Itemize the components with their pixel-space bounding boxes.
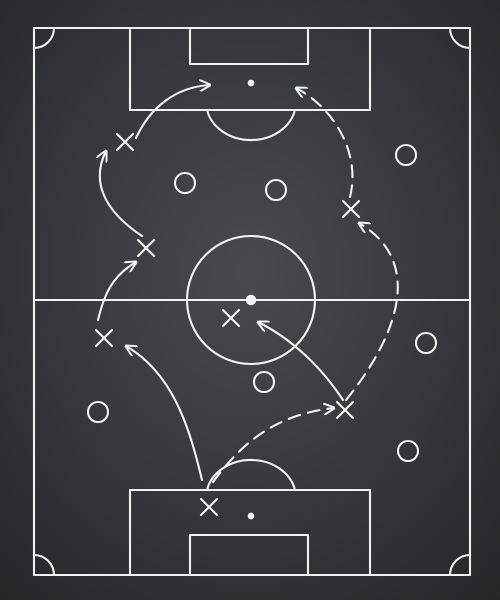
- player-cross-upper-right: [341, 199, 361, 219]
- player-circle-upper-midfield-left: [173, 171, 197, 195]
- player-circle-right-flank: [414, 331, 438, 355]
- corner-arc-bottom-left: [32, 553, 56, 577]
- player-cross-center: [221, 308, 241, 328]
- center-spot: [245, 294, 257, 306]
- run-arrow-wing-upfield: [100, 151, 144, 238]
- player-cross-bottom-box: [199, 497, 219, 517]
- run-arrow-defensive-lane: [126, 346, 204, 482]
- top-goal-area: [188, 26, 310, 66]
- run-arrow-central-cut: [258, 322, 345, 402]
- dashed-pass-bottom-forward: [211, 408, 334, 484]
- player-cross-left-midfield: [136, 238, 156, 258]
- bottom-goal-area: [188, 533, 310, 577]
- player-cross-right-midfield: [335, 400, 355, 420]
- top-penalty-spot: [247, 79, 255, 87]
- corner-arc-top-right: [448, 26, 472, 50]
- player-circle-bottom-right: [396, 439, 420, 463]
- dashed-pass-top-right: [296, 88, 354, 199]
- corner-arc-top-left: [32, 26, 56, 50]
- player-circle-left-back: [86, 400, 110, 424]
- top-penalty-arc: [205, 108, 297, 142]
- center-circle: [185, 234, 317, 366]
- run-arrow-midfield-left: [96, 262, 136, 322]
- player-circle-upper-midfield-right: [264, 178, 288, 202]
- player-cross-top-left: [115, 132, 135, 152]
- run-arrow-top-left: [134, 85, 210, 140]
- dashed-pass-right-channel: [344, 223, 399, 402]
- player-circle-center-low: [252, 370, 276, 394]
- bottom-penalty-spot: [247, 512, 255, 520]
- player-cross-left-wing: [94, 328, 114, 348]
- player-circle-top-right: [394, 143, 418, 167]
- bottom-penalty-arc: [205, 458, 297, 492]
- corner-arc-bottom-right: [448, 553, 472, 577]
